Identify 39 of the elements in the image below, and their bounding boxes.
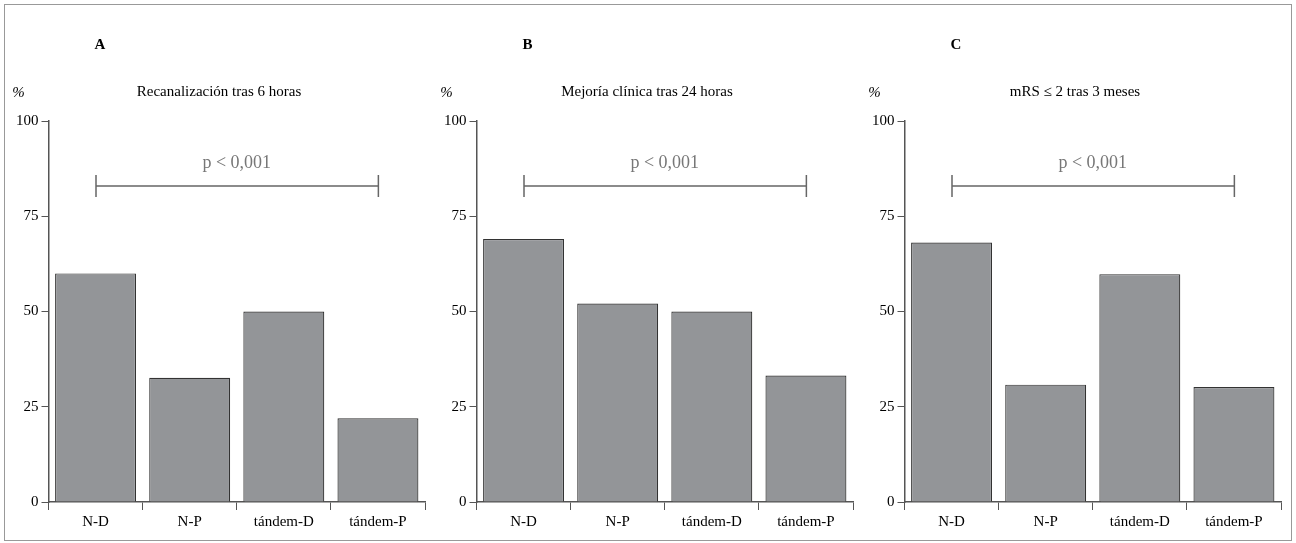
y-tick-label: 25 <box>23 397 39 414</box>
x-tick-label: tándem-D <box>681 512 742 529</box>
text: B <box>522 35 533 52</box>
text: C <box>950 35 962 52</box>
y-tick-label: 25 <box>879 397 895 414</box>
chart-title: Mejoría clínica tras 24 horas <box>561 82 733 99</box>
x-tick-label: N-D <box>938 512 966 529</box>
y-tick-label: 75 <box>451 207 467 224</box>
y-tick-label: 100 <box>444 111 467 128</box>
x-tick-label: N-D <box>82 512 110 529</box>
x-tick-label: tándem-P <box>349 512 407 529</box>
x-tick-label: N-D <box>510 512 538 529</box>
annotation: p < 0,001 <box>1058 151 1128 172</box>
y-tick-label: 0 <box>887 492 895 509</box>
y-tick-label: 100 <box>16 111 39 128</box>
x-tick-label: N-P <box>177 512 202 529</box>
y-tick-label: 75 <box>23 207 39 224</box>
y-tick-label: 50 <box>879 302 895 319</box>
x-tick-label: N-P <box>605 512 630 529</box>
y-tick-label: 0 <box>31 492 39 509</box>
x-tick-label: tándem-D <box>253 512 314 529</box>
annotation: p < 0,001 <box>630 151 700 172</box>
y-tick-label: 25 <box>451 397 467 414</box>
y-tick-label: 75 <box>879 207 895 224</box>
y-tick-label: 50 <box>23 302 39 319</box>
annotation: p < 0,001 <box>202 151 272 172</box>
x-tick-label: tándem-P <box>1205 512 1263 529</box>
x-tick-label: N-P <box>1033 512 1058 529</box>
y-axis-title: % <box>12 83 25 100</box>
y-axis-title: % <box>440 83 453 100</box>
x-tick-label: tándem-D <box>1109 512 1170 529</box>
y-tick-label: 50 <box>451 302 467 319</box>
chart-title: Recanalización tras 6 horas <box>136 82 302 99</box>
text: A <box>94 35 106 52</box>
x-tick-label: tándem-P <box>777 512 835 529</box>
chart-title: mRS ≤ 2 tras 3 meses <box>1009 82 1141 99</box>
y-axis-title: % <box>868 83 881 100</box>
y-tick-label: 0 <box>459 492 467 509</box>
y-tick-label: 100 <box>872 111 895 128</box>
